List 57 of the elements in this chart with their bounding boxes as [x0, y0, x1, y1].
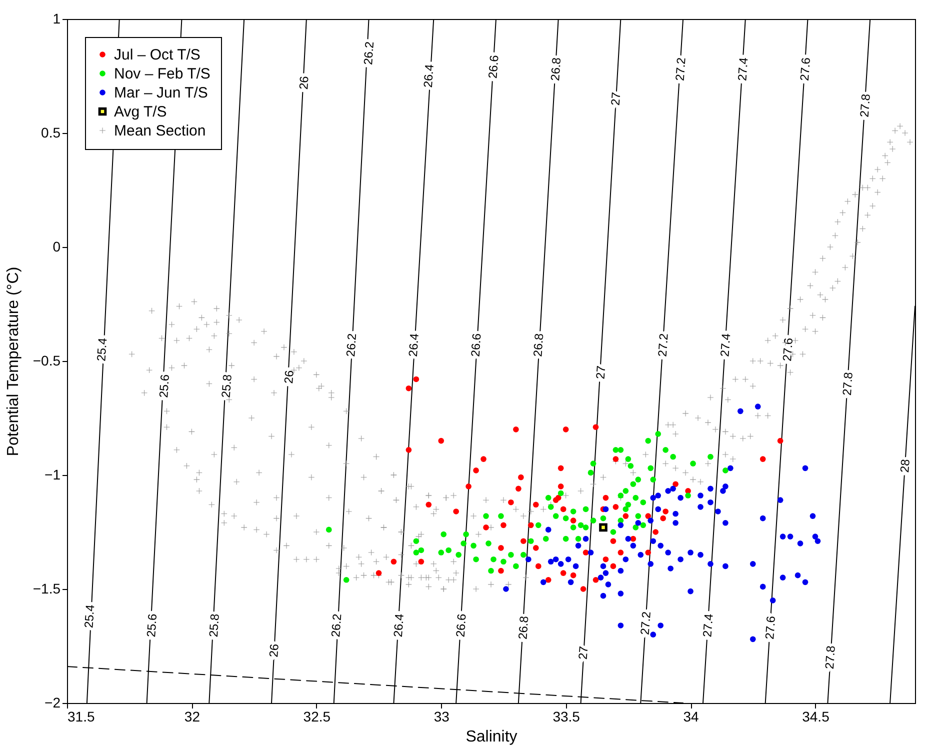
x-tick-label: 34 — [683, 708, 700, 724]
annotation: 26 — [282, 369, 296, 384]
annotation: 26.6 — [468, 332, 484, 358]
annotation: 27.8 — [857, 93, 873, 118]
annotation: 26.2 — [344, 332, 360, 358]
annotation: 25.4 — [82, 604, 98, 628]
annotation: 27 — [593, 364, 608, 380]
annotation: 26 — [266, 643, 282, 658]
annotation: 27.8 — [822, 644, 838, 670]
x-tick-label: 31.5 — [68, 708, 95, 724]
annotation: 27 — [576, 645, 591, 660]
x-axis-title: Salinity — [466, 728, 518, 746]
annotation: 25.8 — [206, 613, 222, 638]
annotation: 26.6 — [453, 613, 469, 638]
annotation: 26.4 — [406, 332, 422, 358]
x-tick-label: 34.5 — [802, 708, 830, 724]
y-tick-label: −1.5 — [32, 580, 61, 596]
x-tick-label: 32 — [184, 708, 200, 724]
annotation: 27.6 — [762, 615, 778, 640]
annotation: 26.4 — [390, 613, 407, 638]
annotation: 27.8 — [840, 371, 856, 396]
legend-label: Jul – Oct T/S — [114, 46, 200, 64]
annotation: 26.8 — [530, 332, 546, 358]
annotation: 26.6 — [486, 54, 502, 80]
x-tick-label: 33.5 — [552, 708, 580, 724]
annotation: 26.2 — [328, 613, 344, 638]
annotation: 25.6 — [156, 374, 172, 398]
annotation: 27.6 — [780, 337, 796, 362]
annotation: 28 — [898, 458, 912, 474]
x-tick-label: 32.5 — [303, 708, 331, 724]
annotation: 27 — [608, 91, 624, 106]
annotation: 27.4 — [718, 332, 734, 358]
legend-label: Mean Section — [114, 122, 206, 140]
annotation: 26.8 — [516, 615, 532, 640]
y-tick-label: −0.5 — [32, 352, 61, 368]
annotation: 27.2 — [672, 56, 688, 82]
annotation: 26.2 — [360, 40, 377, 66]
y-tick-label: −1 — [44, 466, 61, 482]
y-tick-label: 1 — [52, 10, 61, 26]
y-tick-label: 0.5 — [41, 124, 61, 140]
y-axis-title: Potential Temperature (°C) — [4, 266, 22, 456]
annotation: 26.8 — [548, 56, 564, 82]
y-tick-label: −2 — [44, 694, 61, 710]
x-tick-label: 33 — [434, 708, 450, 724]
annotation: 27.2 — [655, 332, 671, 358]
legend-label: Mar – Jun T/S — [114, 84, 208, 102]
annotation: 25.6 — [144, 613, 160, 638]
annotation: 27.2 — [638, 610, 654, 636]
legend-label: Avg T/S — [114, 104, 167, 120]
annotation: 25.8 — [218, 374, 234, 398]
legend-label: Nov – Feb T/S — [114, 66, 210, 82]
y-tick-label: 0 — [52, 238, 61, 254]
annotation: 26.4 — [420, 64, 436, 88]
annotation: 27.4 — [735, 56, 751, 82]
annotation: 27.4 — [700, 613, 716, 638]
annotation: 27.6 — [797, 56, 814, 82]
annotation: 26 — [296, 75, 312, 90]
